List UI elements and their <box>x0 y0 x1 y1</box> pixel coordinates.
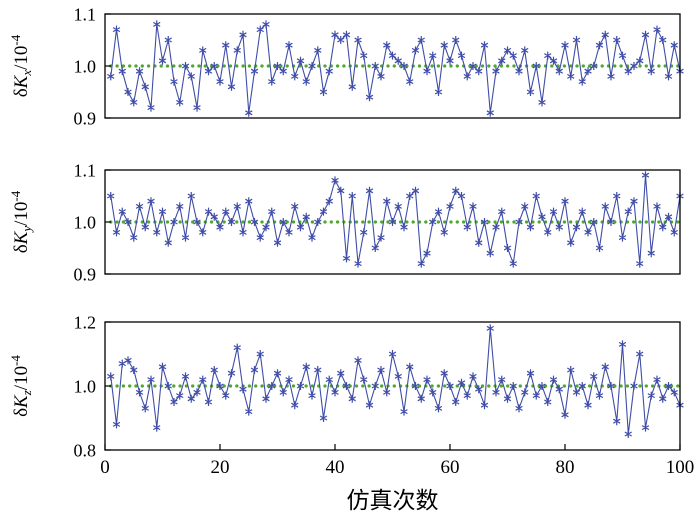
x-tick-label: 80 <box>556 457 575 478</box>
x-tick-label: 60 <box>441 457 460 478</box>
data-series-line <box>110 175 681 266</box>
x-axis-title: 仿真次数 <box>347 488 439 513</box>
data-point-markers <box>107 171 684 268</box>
data-point-markers <box>107 324 684 438</box>
subplot-deltaKy: 0.9 1.0 1.1 δKy/10-4 <box>8 160 684 284</box>
y-tick-label: 1.0 <box>74 376 97 396</box>
y-tick-label: 0.8 <box>74 440 97 460</box>
y-axis-title: δKz/10-4 <box>8 355 34 417</box>
data-series-line <box>110 23 681 113</box>
x-tick-label: 20 <box>211 457 230 478</box>
y-tick-label: 0.9 <box>74 108 97 128</box>
y-tick-label: 1.0 <box>74 56 97 76</box>
subplot-deltaKx: 0.9 1.0 1.1 δKx/10-4 <box>8 4 684 128</box>
data-point-markers <box>107 20 684 117</box>
x-tick-label: 0 <box>100 457 110 478</box>
y-axis-title: δKy/10-4 <box>8 190 34 253</box>
subplot-deltaKz: 0.8 1.0 1.2 δKz/10-4 0 20 40 60 80 100 仿真次数 <box>8 312 694 513</box>
x-tick-label: 100 <box>666 457 695 478</box>
x-tick-label: 40 <box>326 457 345 478</box>
y-axis-title: δKx/10-4 <box>8 34 34 97</box>
y-tick-label: 1.2 <box>74 312 97 332</box>
y-tick-label: 1.1 <box>74 4 97 24</box>
data-series-line <box>110 328 681 435</box>
y-tick-label: 0.9 <box>74 264 97 284</box>
y-tick-label: 1.1 <box>74 160 97 180</box>
y-tick-label: 1.0 <box>74 212 97 232</box>
